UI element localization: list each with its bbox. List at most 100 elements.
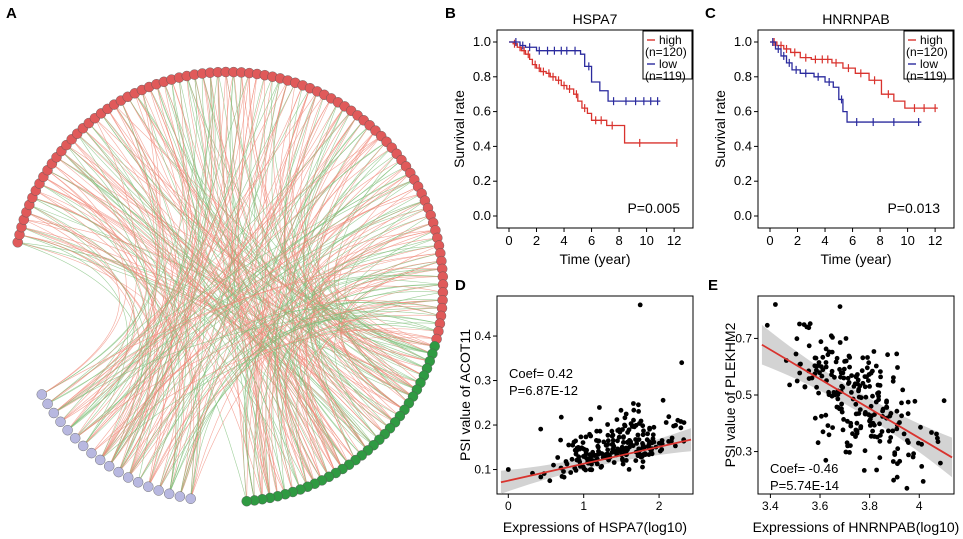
scatter-point [646,439,652,445]
scatter-point [640,459,646,464]
network-edge [304,147,393,429]
scatter-point [558,414,564,420]
scatter-point [843,449,849,455]
scatter-point [823,360,829,365]
scatter-point [862,448,868,454]
scatter-point [874,467,879,473]
scatter-point [660,397,666,403]
scatter-point [819,373,825,379]
x-tick-label: 4 [821,233,828,248]
scatter-point [638,418,644,424]
km-xlabel-hspa7: Time (year) [559,251,630,267]
x-tick-label: 3.8 [861,499,878,513]
network-edge [148,166,407,487]
scatter-point [841,366,847,372]
scatter-point [640,423,646,429]
scatter-point [835,396,841,402]
scatter-point [837,304,843,309]
scatter-point [905,399,911,405]
network-edge [67,207,429,431]
network-edge [148,307,443,487]
km-legend-box-hnrnpab [903,30,954,80]
x-tick-label: 0 [505,233,512,248]
network-edge [314,278,444,369]
scatter-point [845,375,851,381]
scatter-point [611,447,617,453]
y-tick-label: 0.4 [474,329,491,343]
scatter-point [904,485,910,491]
scatter-point [837,340,843,345]
network-edge [47,172,411,405]
x-tick-label: 8 [615,233,622,248]
scatter-point [840,370,846,376]
scatter-hnrnpab-plekhm2: 3.4 3.6 3.8 4 0.3 0.5 0.7 Coef= -0.46 P=5.74E-… [722,295,959,535]
network-node [77,440,89,452]
km-frame-hspa7 [496,29,694,229]
scatter-point [627,438,632,443]
scatter-point [580,440,586,445]
scatter-point [864,374,869,380]
scatter-point [865,355,870,360]
network-edge [127,106,345,478]
scatter-point [853,411,859,417]
network-edge [113,104,200,499]
y-tick-label: 0.3 [474,374,491,388]
km-frame-hnrnpab [757,29,955,229]
network-node [94,454,106,466]
x-tick-label: 12 [928,233,942,248]
network-edge [127,300,443,478]
scatter-point [599,463,605,469]
scatter-point [614,417,620,422]
scatter-point [618,407,624,413]
scatter-point [863,394,869,400]
scatter-pvalue-d: P=6.87E-12 [509,383,578,398]
network-edge [264,94,343,470]
network-edge [168,291,443,494]
scatter-point [847,364,852,370]
scatter-point [941,398,947,404]
scatter-point [640,432,646,438]
scatter-point [823,457,829,463]
scatter-point [868,433,874,439]
network-edge [75,179,415,439]
scatter-point [561,469,566,474]
network-edge [99,81,190,461]
scatter-point [826,432,832,438]
scatter-point [833,359,839,365]
network-edge [310,299,442,435]
scatter-point [895,365,900,370]
panel-letter-c: C [705,5,716,22]
network-edge [249,73,396,423]
scatter-point [868,403,874,409]
network-edge [179,314,440,497]
network-edge [225,72,350,465]
scatter-point [616,434,622,440]
scatter-ylabel-d: PSI value of ACOT11 [457,329,473,461]
scatter-point [814,384,819,390]
y-tick-label: 0.0 [734,208,752,223]
network-node [62,425,73,436]
scatter-point [609,433,615,439]
network-edge [61,150,374,446]
scatter-point [899,400,904,406]
scatter-point [615,438,620,444]
network-edge [280,260,442,495]
scatter-point [853,401,859,407]
network-edge [260,88,311,498]
scatter-point [877,421,882,427]
network-edge [67,125,370,431]
scatter-point [901,431,907,437]
scatter-point [621,435,626,440]
scatter-point [877,455,883,461]
network-node [86,447,97,459]
scatter-point [890,378,896,384]
network-node [36,389,47,400]
y-tick-label: 0.2 [473,173,491,188]
scatter-point [899,413,904,419]
scatter-point [569,456,575,462]
network-node [163,488,175,499]
network-edge [39,183,316,484]
scatter-point [938,460,943,466]
y-tick-label: 0.7 [735,331,752,345]
km-plot-hspa7: HSPA7 0 2 4 6 8 10 120.00.20.40.60.81.0 high(n… [451,11,694,267]
